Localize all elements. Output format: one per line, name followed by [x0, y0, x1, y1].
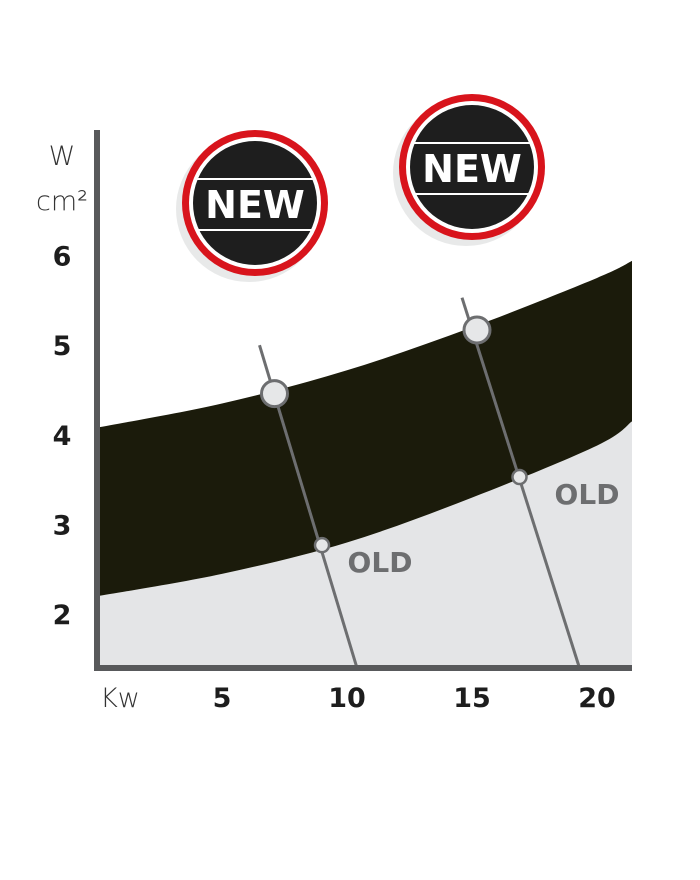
y-tick-label: 6	[53, 242, 72, 273]
new-badge: NEW	[393, 94, 545, 246]
badge-text: NEW	[205, 183, 305, 227]
badge-disc	[193, 141, 317, 265]
x-tick-label: 20	[578, 683, 616, 714]
x-tick-label: 15	[453, 683, 491, 714]
y-axis-label-cm2: cm²	[36, 186, 88, 217]
below-band-area	[97, 421, 632, 668]
new-badge: NEW	[176, 130, 328, 282]
old-point	[313, 536, 331, 554]
old-label: OLD	[348, 546, 413, 579]
y-tick-label: 2	[53, 600, 72, 631]
old-label: OLD	[555, 478, 620, 511]
badge-disc	[410, 105, 534, 229]
performance-band	[97, 260, 632, 597]
x-tick-label: 5	[213, 683, 232, 714]
y-axis-label-w: W	[49, 141, 76, 172]
y-tick-label: 5	[53, 331, 72, 362]
new-point	[462, 315, 492, 345]
old-point	[511, 468, 528, 486]
x-tick-label: 10	[328, 683, 366, 714]
y-tick-label: 4	[53, 421, 72, 452]
y-tick-label: 3	[53, 511, 72, 542]
new-point	[260, 379, 289, 409]
x-axis-label: Kw	[100, 683, 140, 714]
badge-text: NEW	[422, 147, 522, 191]
